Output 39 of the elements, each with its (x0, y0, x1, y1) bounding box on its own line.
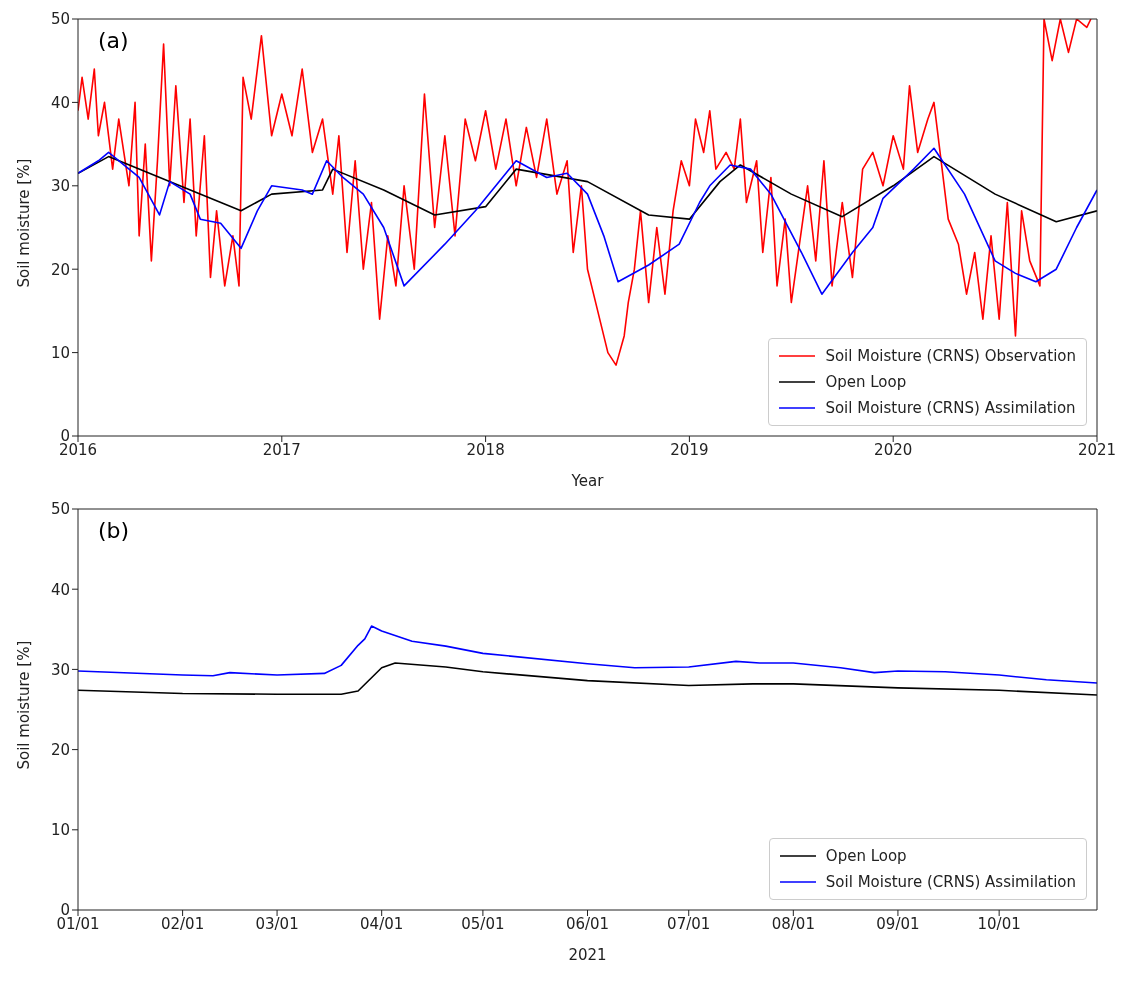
x-tick-label: 2017 (262, 440, 301, 459)
x-axis-title: 2021 (568, 946, 607, 964)
legend-label: Open Loop (825, 847, 907, 865)
y-tick-label: 40 (50, 580, 70, 599)
y-tick-label: 30 (50, 660, 70, 679)
legend-label: Soil Moisture (CRNS) Assimilation (825, 873, 1076, 891)
x-tick-label: 2021 (1077, 440, 1117, 459)
y-tick-label: 50 (50, 500, 70, 519)
x-axis-title: Year (570, 472, 605, 490)
x-tick-label: 04/01 (360, 914, 404, 933)
legend-label: Open Loop (825, 373, 907, 391)
line-series (78, 147, 1097, 296)
x-tick-label: 09/01 (876, 914, 920, 933)
y-axis-title: Soil moisture [%] (15, 158, 34, 288)
x-tick-label: 05/01 (461, 914, 505, 933)
line-series (78, 662, 1097, 696)
x-tick-label: 07/01 (667, 914, 711, 933)
annotation: (a) (98, 28, 129, 53)
y-tick-label: 30 (50, 177, 70, 196)
y-tick-label: 20 (50, 260, 70, 279)
x-tick-label: 10/01 (977, 914, 1021, 933)
legend-label: Soil Moisture (CRNS) Observation (825, 347, 1076, 365)
x-tick-label: 03/01 (255, 914, 299, 933)
x-tick-label: 02/01 (160, 914, 205, 933)
x-tick-label: 08/01 (771, 914, 815, 933)
x-tick-label: 2020 (874, 440, 913, 459)
y-tick-label: 20 (50, 740, 70, 759)
y-tick-label: 50 (50, 10, 70, 29)
y-axis-title: Soil moisture [%] (15, 640, 34, 770)
x-tick-label: 2019 (670, 440, 709, 459)
x-tick-label: 2018 (466, 440, 505, 459)
x-tick-label: 06/01 (565, 914, 610, 933)
line-series (78, 19, 1092, 366)
legend-label: Soil Moisture (CRNS) Assimilation (825, 399, 1076, 417)
y-tick-label: 10 (50, 821, 70, 840)
annotation: (b) (98, 518, 130, 543)
y-tick-label: 40 (50, 93, 70, 112)
y-tick-label: 10 (50, 343, 70, 362)
line-series (78, 625, 1097, 684)
